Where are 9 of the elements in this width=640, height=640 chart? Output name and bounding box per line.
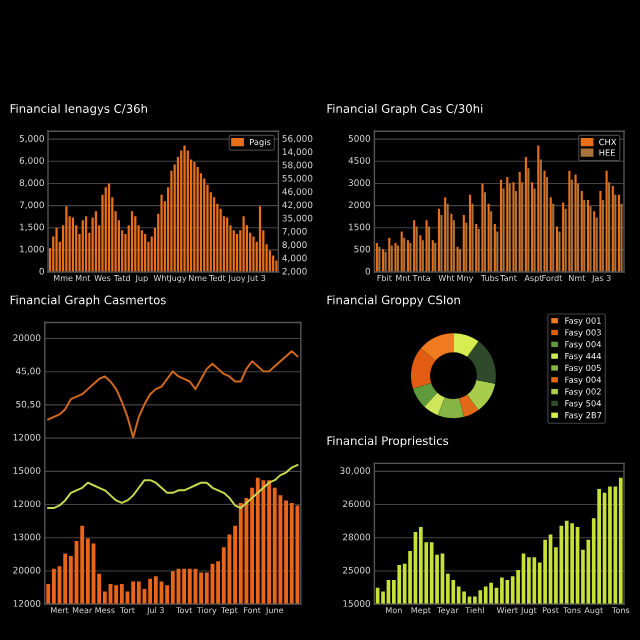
donut-slice: [459, 394, 479, 417]
donut-slice: [467, 341, 496, 384]
donut-slice: [413, 382, 438, 407]
donut-slice: [467, 380, 496, 411]
donut-slice: [410, 348, 436, 389]
donut-slice: [420, 333, 454, 361]
donut-slice: [424, 392, 445, 416]
donut-slice: [437, 397, 465, 419]
donut-slice: [453, 333, 479, 357]
